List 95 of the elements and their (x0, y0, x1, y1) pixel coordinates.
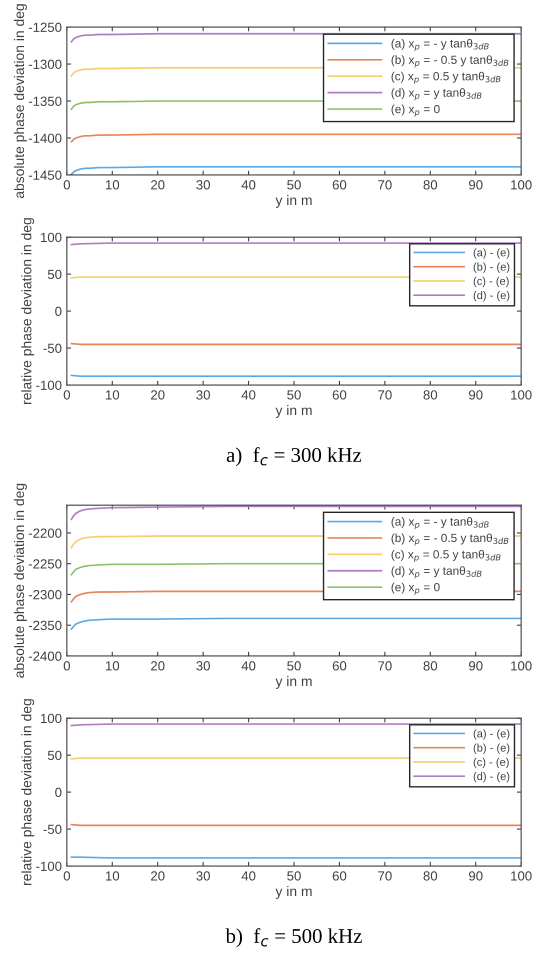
x-axis-title: y in m (276, 886, 312, 899)
x-tick-label: 80 (424, 390, 438, 400)
x-tick-label: 40 (242, 871, 256, 881)
x-tick-label: 100 (511, 661, 532, 671)
legend-label: (b) - (e) (474, 744, 510, 754)
y-tick-label: 100 (40, 232, 62, 242)
x-tick-label: 80 (424, 180, 438, 190)
y-tick-label: 50 (48, 270, 62, 280)
y-axis-title: relative phase deviation in deg (21, 218, 34, 404)
legend-label: (a) x$_{p}$ = - y tanθ$_{3dB}$ (392, 38, 489, 52)
text: b) f$_{c}$ = 500 kHz (226, 928, 362, 948)
y-axis-title: absolute phase deviation in deg (14, 484, 27, 678)
x-tick-label: 90 (469, 390, 483, 400)
y-tick-label: -1300 (28, 60, 62, 69)
y-tick-label: -50 (44, 344, 62, 353)
x-axis-title: y in m (276, 194, 312, 208)
legend-label: (a) - (e) (474, 248, 510, 259)
y-tick-label: -1450 (28, 170, 62, 180)
x-tick-label: 20 (151, 180, 165, 190)
x-tick-label: 10 (106, 390, 120, 400)
y-axis-title: absolute phase deviation in deg (14, 4, 27, 198)
x-tick-label: 10 (106, 180, 120, 190)
line-series (70, 166, 522, 175)
x-tick-label: 40 (242, 390, 256, 400)
y-tick-label: -2400 (28, 652, 62, 661)
y-tick-label: 0 (55, 306, 62, 316)
x-tick-label: 20 (151, 661, 165, 671)
y-tick-label: -2200 (28, 528, 62, 538)
y-tick-label: -1400 (28, 134, 62, 143)
x-tick-label: 10 (106, 871, 120, 881)
x-tick-label: 30 (196, 661, 210, 671)
x-tick-label: 70 (378, 871, 392, 881)
x-tick-label: 30 (196, 390, 210, 400)
legend-label: (c) x$_{p}$ = 0.5 y tanθ$_{3dB}$ (392, 72, 501, 84)
x-tick-label: 90 (469, 180, 483, 190)
line-series (70, 133, 522, 143)
legend-label: (a) - (e) (474, 729, 510, 740)
legend-label: (b) x$_{p}$ = - 0.5 y tanθ$_{3dB}$ (392, 533, 508, 546)
x-tick-label: 100 (511, 180, 532, 190)
x-tick-label: 80 (424, 871, 438, 881)
x-tick-label: 20 (151, 390, 165, 400)
y-tick-label: -50 (44, 824, 62, 834)
x-axis-title: y in m (276, 404, 312, 418)
text: a) f$_{c}$ = 300 kHz (226, 447, 362, 466)
x-tick-label: 40 (242, 661, 256, 671)
x-tick-label: 0 (64, 871, 70, 881)
y-axis-title: relative phase deviation in deg (21, 699, 34, 885)
x-tick-label: 40 (242, 180, 256, 190)
x-tick-label: 50 (287, 390, 301, 400)
x-tick-label: 90 (469, 661, 483, 671)
x-tick-label: 60 (332, 871, 346, 881)
y-tick-label: -2350 (28, 620, 62, 630)
x-tick-label: 80 (424, 661, 438, 671)
legend-label: (b) - (e) (474, 262, 510, 273)
legend-label: (b) x$_{p}$ = - 0.5 y tanθ$_{3dB}$ (392, 55, 508, 68)
line-series (70, 618, 522, 630)
x-tick-label: 30 (196, 871, 210, 881)
x-tick-label: 10 (106, 661, 120, 671)
legend-label: (d) x$_{p}$ = y tanθ$_{3dB}$ (392, 566, 482, 578)
x-tick-label: 60 (332, 390, 346, 400)
x-tick-label: 60 (332, 661, 346, 671)
legend-label: (e) x$_{p}$ = 0 (392, 582, 440, 595)
x-tick-label: 50 (287, 180, 301, 190)
y-tick-label: -2250 (28, 559, 62, 569)
x-tick-label: 30 (196, 180, 210, 190)
x-tick-label: 70 (378, 661, 392, 671)
legend-label: (e) x$_{p}$ = 0 (392, 104, 440, 117)
y-tick-label: -1350 (28, 96, 62, 106)
y-tick-label: -100 (36, 380, 62, 390)
x-tick-label: 50 (287, 871, 301, 881)
x-tick-label: 100 (511, 871, 532, 881)
y-tick-label: 50 (48, 750, 62, 760)
y-tick-label: 0 (55, 788, 62, 798)
legend-label: (a) x$_{p}$ = - y tanθ$_{3dB}$ (392, 517, 489, 530)
y-tick-label: 100 (40, 714, 62, 724)
y-tick-label: -1250 (28, 22, 62, 32)
y-tick-label: -2300 (28, 590, 62, 600)
x-tick-label: 70 (378, 390, 392, 400)
x-tick-label: 90 (469, 871, 483, 881)
legend-label: (d) - (e) (474, 772, 510, 782)
x-tick-label: 60 (332, 180, 346, 190)
legend-label: (c) - (e) (474, 276, 509, 288)
x-tick-label: 0 (64, 390, 70, 400)
legend-label: (c) x$_{p}$ = 0.5 y tanθ$_{3dB}$ (392, 550, 501, 562)
x-axis-title: y in m (276, 676, 312, 689)
x-tick-label: 0 (64, 661, 70, 671)
x-tick-label: 0 (64, 180, 70, 190)
legend-label: (d) x$_{p}$ = y tanθ$_{3dB}$ (392, 88, 482, 100)
x-tick-label: 100 (511, 390, 532, 400)
legend-label: (c) - (e) (474, 758, 509, 768)
x-tick-label: 50 (287, 661, 301, 671)
x-tick-label: 20 (151, 871, 165, 881)
y-tick-label: -100 (36, 862, 62, 871)
legend-label: (d) - (e) (474, 291, 510, 302)
x-tick-label: 70 (378, 180, 392, 190)
